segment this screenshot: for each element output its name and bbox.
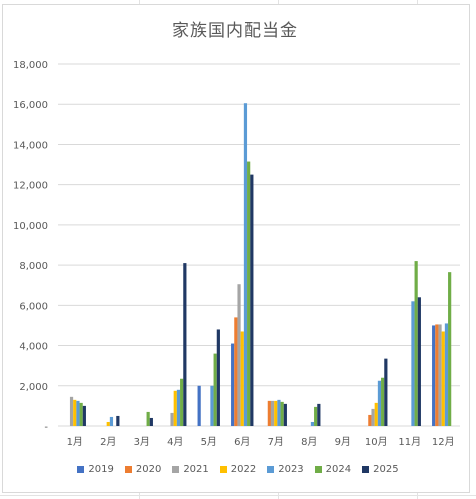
legend-item: 2025 bbox=[362, 464, 399, 475]
bar-2024 bbox=[247, 161, 251, 427]
legend-item: 2019 bbox=[77, 464, 114, 475]
bar-2021 bbox=[270, 400, 275, 426]
bar-2021 bbox=[371, 408, 375, 426]
bar-2025 bbox=[116, 415, 120, 426]
bar-2022 bbox=[240, 331, 244, 426]
bar-2024 bbox=[280, 401, 284, 426]
chart-plot-area: - 2,000 4,000 6,000 8,000 10,000 12,000 14,000 1… bbox=[13, 60, 460, 448]
bar-2025 bbox=[317, 403, 321, 426]
bar-2023 bbox=[377, 380, 382, 426]
bar-2025 bbox=[283, 403, 287, 426]
x-tick-label: 8月 bbox=[301, 436, 317, 448]
y-tick-label: 12,000 bbox=[13, 181, 48, 192]
bar-2024 bbox=[79, 402, 83, 426]
bar-2022 bbox=[73, 399, 77, 426]
chart-title: 家族国内配当金 bbox=[172, 21, 298, 41]
bar-2022 bbox=[106, 421, 110, 426]
bar-2020 bbox=[267, 400, 271, 426]
bar-2022 bbox=[274, 400, 278, 426]
bar-2025 bbox=[417, 297, 421, 426]
x-tick-label: 5月 bbox=[201, 436, 217, 448]
legend-label: 2025 bbox=[373, 464, 399, 475]
legend-label: 2020 bbox=[135, 464, 162, 475]
x-tick-label: 1月 bbox=[67, 436, 83, 448]
bar-2020 bbox=[435, 324, 439, 426]
legend-item: 2024 bbox=[314, 464, 352, 475]
y-tick-label: 6,000 bbox=[19, 301, 48, 312]
bar-2025 bbox=[384, 358, 388, 426]
bar-2019 bbox=[231, 343, 235, 426]
legend-swatch bbox=[219, 466, 227, 473]
x-tick-label: 6月 bbox=[234, 436, 250, 448]
bar-2023 bbox=[411, 301, 415, 426]
bar-2025 bbox=[216, 329, 220, 426]
y-tick-label: 16,000 bbox=[13, 100, 48, 111]
y-tick-label: 14,000 bbox=[13, 140, 48, 151]
legend-swatch bbox=[362, 466, 370, 473]
bar-2021 bbox=[237, 284, 241, 426]
legend-swatch bbox=[77, 466, 85, 473]
bar-2023 bbox=[210, 385, 214, 426]
y-tick-label: 10,000 bbox=[13, 221, 48, 232]
bar-2022 bbox=[374, 402, 378, 426]
bar-2020 bbox=[234, 317, 238, 426]
bar-2023 bbox=[176, 389, 181, 426]
bar-2024 bbox=[180, 378, 184, 426]
bar-2025 bbox=[82, 405, 86, 426]
bar-2025 bbox=[149, 417, 153, 426]
bar-2023 bbox=[444, 323, 449, 426]
bar-2023 bbox=[109, 416, 114, 426]
bar-2021 bbox=[438, 324, 442, 426]
legend-swatch bbox=[267, 466, 275, 473]
bar-2019 bbox=[432, 325, 436, 426]
legend-item: 2020 bbox=[124, 464, 162, 475]
bar-2023 bbox=[243, 103, 248, 426]
y-tick-label: 8,000 bbox=[19, 261, 48, 272]
bar-2024 bbox=[381, 377, 385, 426]
x-tick-label: 3月 bbox=[134, 436, 150, 448]
y-tick-label: 18,000 bbox=[13, 60, 48, 71]
sheet-gridline bbox=[0, 495, 476, 496]
x-tick-label: 7月 bbox=[268, 436, 284, 448]
bar-2021 bbox=[170, 412, 174, 426]
chart-legend: 2019 2020 2021 2022 2023 2024 2025 bbox=[0, 464, 476, 475]
bar-2024 bbox=[146, 411, 150, 426]
bar-2022 bbox=[441, 331, 445, 426]
legend-label: 2024 bbox=[325, 464, 352, 475]
bar-2020 bbox=[368, 414, 372, 426]
x-tick-label: 11月 bbox=[398, 436, 421, 448]
legend-item: 2023 bbox=[267, 464, 304, 475]
legend-label: 2019 bbox=[88, 464, 114, 475]
legend-swatch bbox=[124, 466, 132, 473]
bar-2021 bbox=[69, 396, 74, 426]
legend-item: 2021 bbox=[172, 464, 209, 475]
bar-2023 bbox=[76, 400, 80, 426]
bar-2019 bbox=[197, 385, 201, 426]
y-tick-label: 4,000 bbox=[19, 342, 48, 353]
legend-swatch bbox=[314, 466, 322, 473]
legend-swatch bbox=[172, 466, 180, 473]
x-tick-label: 10月 bbox=[365, 436, 388, 448]
bar-2024 bbox=[213, 353, 217, 426]
y-tick-label: - bbox=[44, 422, 48, 433]
legend-label: 2021 bbox=[183, 464, 209, 475]
x-tick-label: 12月 bbox=[432, 436, 455, 448]
legend-label: 2022 bbox=[230, 464, 257, 475]
x-tick-label: 9月 bbox=[335, 436, 351, 448]
x-tick-label: 2月 bbox=[100, 436, 116, 448]
x-tick-label: 4月 bbox=[167, 436, 183, 448]
bar-2022 bbox=[173, 390, 177, 426]
bar-2024 bbox=[448, 272, 452, 426]
bar-2024 bbox=[314, 406, 318, 426]
y-tick-label: 2,000 bbox=[19, 382, 48, 393]
bar-2023 bbox=[277, 399, 281, 426]
bar-2024 bbox=[414, 261, 418, 426]
bar-2025 bbox=[250, 174, 254, 426]
bar-2025 bbox=[183, 263, 187, 426]
bar-2023 bbox=[310, 421, 315, 426]
legend-item: 2022 bbox=[219, 464, 257, 475]
legend-label: 2023 bbox=[278, 464, 304, 475]
